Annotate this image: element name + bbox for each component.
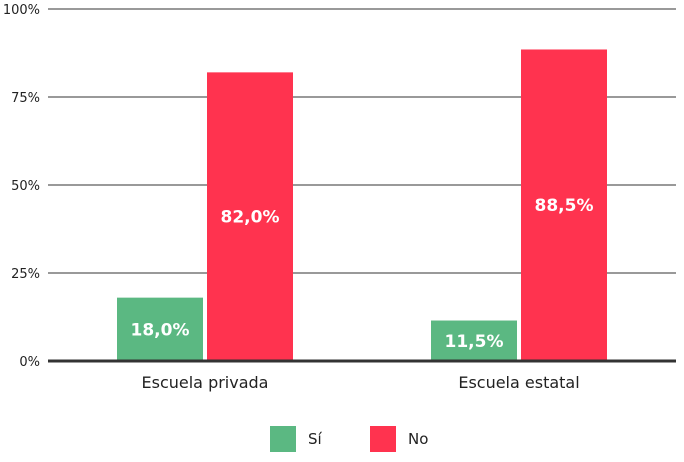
x-tick-label: Escuela privada bbox=[142, 373, 269, 392]
legend-item-si: Sí bbox=[270, 426, 322, 452]
y-tick-label: 50% bbox=[11, 179, 40, 194]
data-label: 82,0% bbox=[221, 208, 280, 228]
legend-swatch-si bbox=[270, 426, 296, 452]
y-tick-label: 100% bbox=[3, 3, 40, 18]
legend-item-no: No bbox=[370, 426, 428, 452]
data-label: 88,5% bbox=[535, 196, 594, 216]
bar-chart: 0% 25% 50% 75% 100% 18,0% 82,0% Escuela privada… bbox=[3, 3, 676, 392]
y-tick-label: 75% bbox=[11, 91, 40, 106]
bar bbox=[521, 49, 607, 361]
bar bbox=[117, 297, 203, 361]
y-tick-label: 0% bbox=[19, 355, 40, 370]
y-tick-label: 25% bbox=[11, 267, 40, 282]
data-label: 11,5% bbox=[445, 332, 504, 352]
x-tick-label: Escuela estatal bbox=[458, 373, 579, 392]
bar bbox=[207, 72, 293, 362]
legend: Sí No bbox=[0, 426, 684, 456]
legend-label-si: Sí bbox=[308, 430, 322, 448]
legend-label-no: No bbox=[408, 430, 429, 448]
legend-swatch-no bbox=[370, 426, 396, 452]
bar bbox=[431, 320, 517, 361]
data-label: 18,0% bbox=[131, 320, 190, 340]
